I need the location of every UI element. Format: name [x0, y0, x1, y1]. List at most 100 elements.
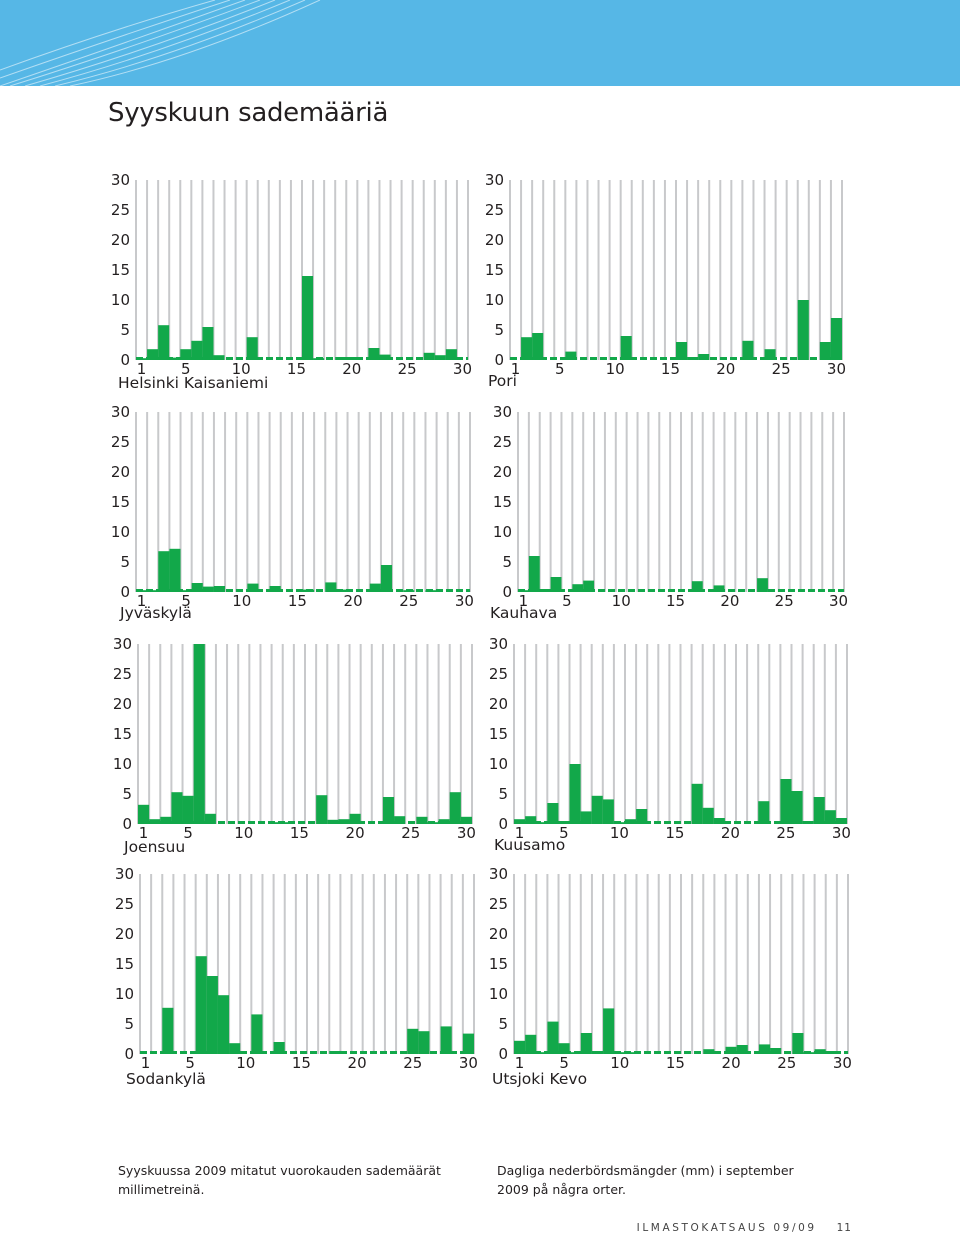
- bar-day-3: [160, 816, 172, 824]
- bar-day-14: [282, 822, 294, 824]
- x-tick-label: 25: [777, 1054, 796, 1072]
- y-tick-label: 20: [113, 695, 132, 713]
- bar-day-24: [394, 816, 406, 824]
- y-tick-label: 20: [485, 231, 504, 249]
- bar-day-17: [313, 358, 325, 360]
- bar-day-27: [427, 822, 439, 824]
- bar-day-30: [835, 818, 847, 824]
- bar-day-4: [547, 1021, 559, 1054]
- bar-day-29: [825, 1051, 837, 1054]
- bar-day-16: [303, 589, 315, 592]
- bar-day-23: [380, 565, 393, 592]
- x-tick-label: 25: [398, 360, 417, 378]
- y-tick-label: 0: [122, 815, 132, 833]
- x-tick-label: 15: [666, 1054, 685, 1072]
- bar-day-10: [614, 1052, 626, 1054]
- y-tick-label: 15: [489, 725, 508, 743]
- bar-day-5: [182, 795, 194, 824]
- bar-day-1: [136, 358, 148, 360]
- bar-day-12: [636, 809, 648, 824]
- bar-day-18: [329, 1051, 341, 1054]
- bar-day-30: [830, 318, 842, 360]
- y-tick-label: 5: [122, 785, 132, 803]
- y-tick-label: 10: [113, 755, 132, 773]
- bar-day-27: [797, 300, 809, 360]
- bars: [514, 1008, 837, 1054]
- bar-day-1: [518, 590, 529, 592]
- bars: [521, 300, 842, 360]
- station-name: Kuusamo: [494, 836, 565, 854]
- bar-day-2: [525, 816, 537, 824]
- bar-day-3: [539, 589, 551, 592]
- x-tick-label: 5: [559, 1054, 569, 1072]
- grid-lines: [135, 180, 469, 360]
- x-tick-label: 5: [562, 592, 572, 610]
- x-tick-label: 15: [665, 824, 684, 842]
- y-tick-label: 15: [485, 261, 504, 279]
- x-tick-label: 5: [183, 824, 193, 842]
- station-name: Pori: [488, 372, 517, 390]
- bar-day-3: [532, 333, 544, 360]
- x-tick-label: 1: [139, 824, 149, 842]
- station-name: Sodankylä: [126, 1070, 206, 1088]
- bar-day-18: [325, 582, 337, 592]
- x-tick-label: 30: [832, 824, 851, 842]
- station-name: Helsinki Kaisaniemi: [118, 374, 268, 392]
- y-tick-label: 0: [494, 351, 504, 369]
- y-tick-label: 15: [113, 725, 132, 743]
- bar-day-19: [336, 589, 348, 592]
- y-tick-label: 25: [489, 895, 508, 913]
- bar-day-16: [302, 276, 314, 360]
- bar-day-11: [246, 337, 258, 360]
- x-tick-label: 30: [833, 1054, 852, 1072]
- bar-day-4: [171, 792, 183, 824]
- bar-day-7: [202, 586, 214, 592]
- bar-day-7: [202, 327, 214, 360]
- y-tick-label: 0: [498, 815, 508, 833]
- bar-day-20: [349, 813, 361, 824]
- y-tick-label: 0: [502, 583, 512, 601]
- bar-day-20: [346, 357, 358, 360]
- x-tick-label: 5: [181, 592, 191, 610]
- x-tick-label: 15: [287, 360, 306, 378]
- bar-day-3: [162, 1007, 174, 1054]
- x-tick-label: 20: [342, 360, 361, 378]
- bar-day-19: [335, 357, 347, 360]
- bar-day-23: [382, 797, 395, 824]
- bar-day-23: [758, 801, 770, 824]
- bar-day-11: [625, 1052, 637, 1054]
- x-tick-label: 1: [137, 592, 147, 610]
- bar-day-28: [440, 1026, 452, 1054]
- x-tick-label: 5: [181, 360, 191, 378]
- bar-day-22: [368, 348, 380, 360]
- y-tick-label: 30: [493, 403, 512, 421]
- bar-day-13: [271, 822, 283, 824]
- bar-day-27: [802, 821, 814, 824]
- bar-day-26: [416, 816, 428, 824]
- bar-day-7: [583, 580, 595, 592]
- header-banner: [0, 0, 960, 86]
- y-tick-label: 30: [489, 865, 508, 883]
- station-name: Jyväskylä: [119, 604, 192, 622]
- caption-finnish: Syyskuussa 2009 mitatut vuorokauden sade…: [118, 1163, 441, 1197]
- x-tick-label: 5: [185, 1054, 195, 1072]
- bar-day-17: [687, 357, 699, 360]
- bar-day-25: [403, 590, 415, 592]
- bar-day-19: [338, 819, 350, 824]
- x-tick-label: 30: [455, 592, 474, 610]
- bar-day-11: [251, 1014, 263, 1054]
- bar-day-6: [191, 340, 203, 360]
- bars: [162, 956, 474, 1054]
- x-tick-label: 25: [401, 824, 420, 842]
- x-tick-label: 15: [290, 824, 309, 842]
- y-tick-label: 25: [111, 433, 130, 451]
- x-tick-label: 15: [666, 592, 685, 610]
- bar-day-11: [625, 819, 637, 824]
- bar-day-19: [713, 585, 725, 592]
- bars: [136, 548, 437, 592]
- bar-day-2: [147, 349, 159, 360]
- bar-day-1: [514, 1040, 526, 1054]
- bar-day-19: [713, 818, 725, 824]
- x-tick-label: 25: [772, 360, 791, 378]
- y-tick-label: 25: [111, 201, 130, 219]
